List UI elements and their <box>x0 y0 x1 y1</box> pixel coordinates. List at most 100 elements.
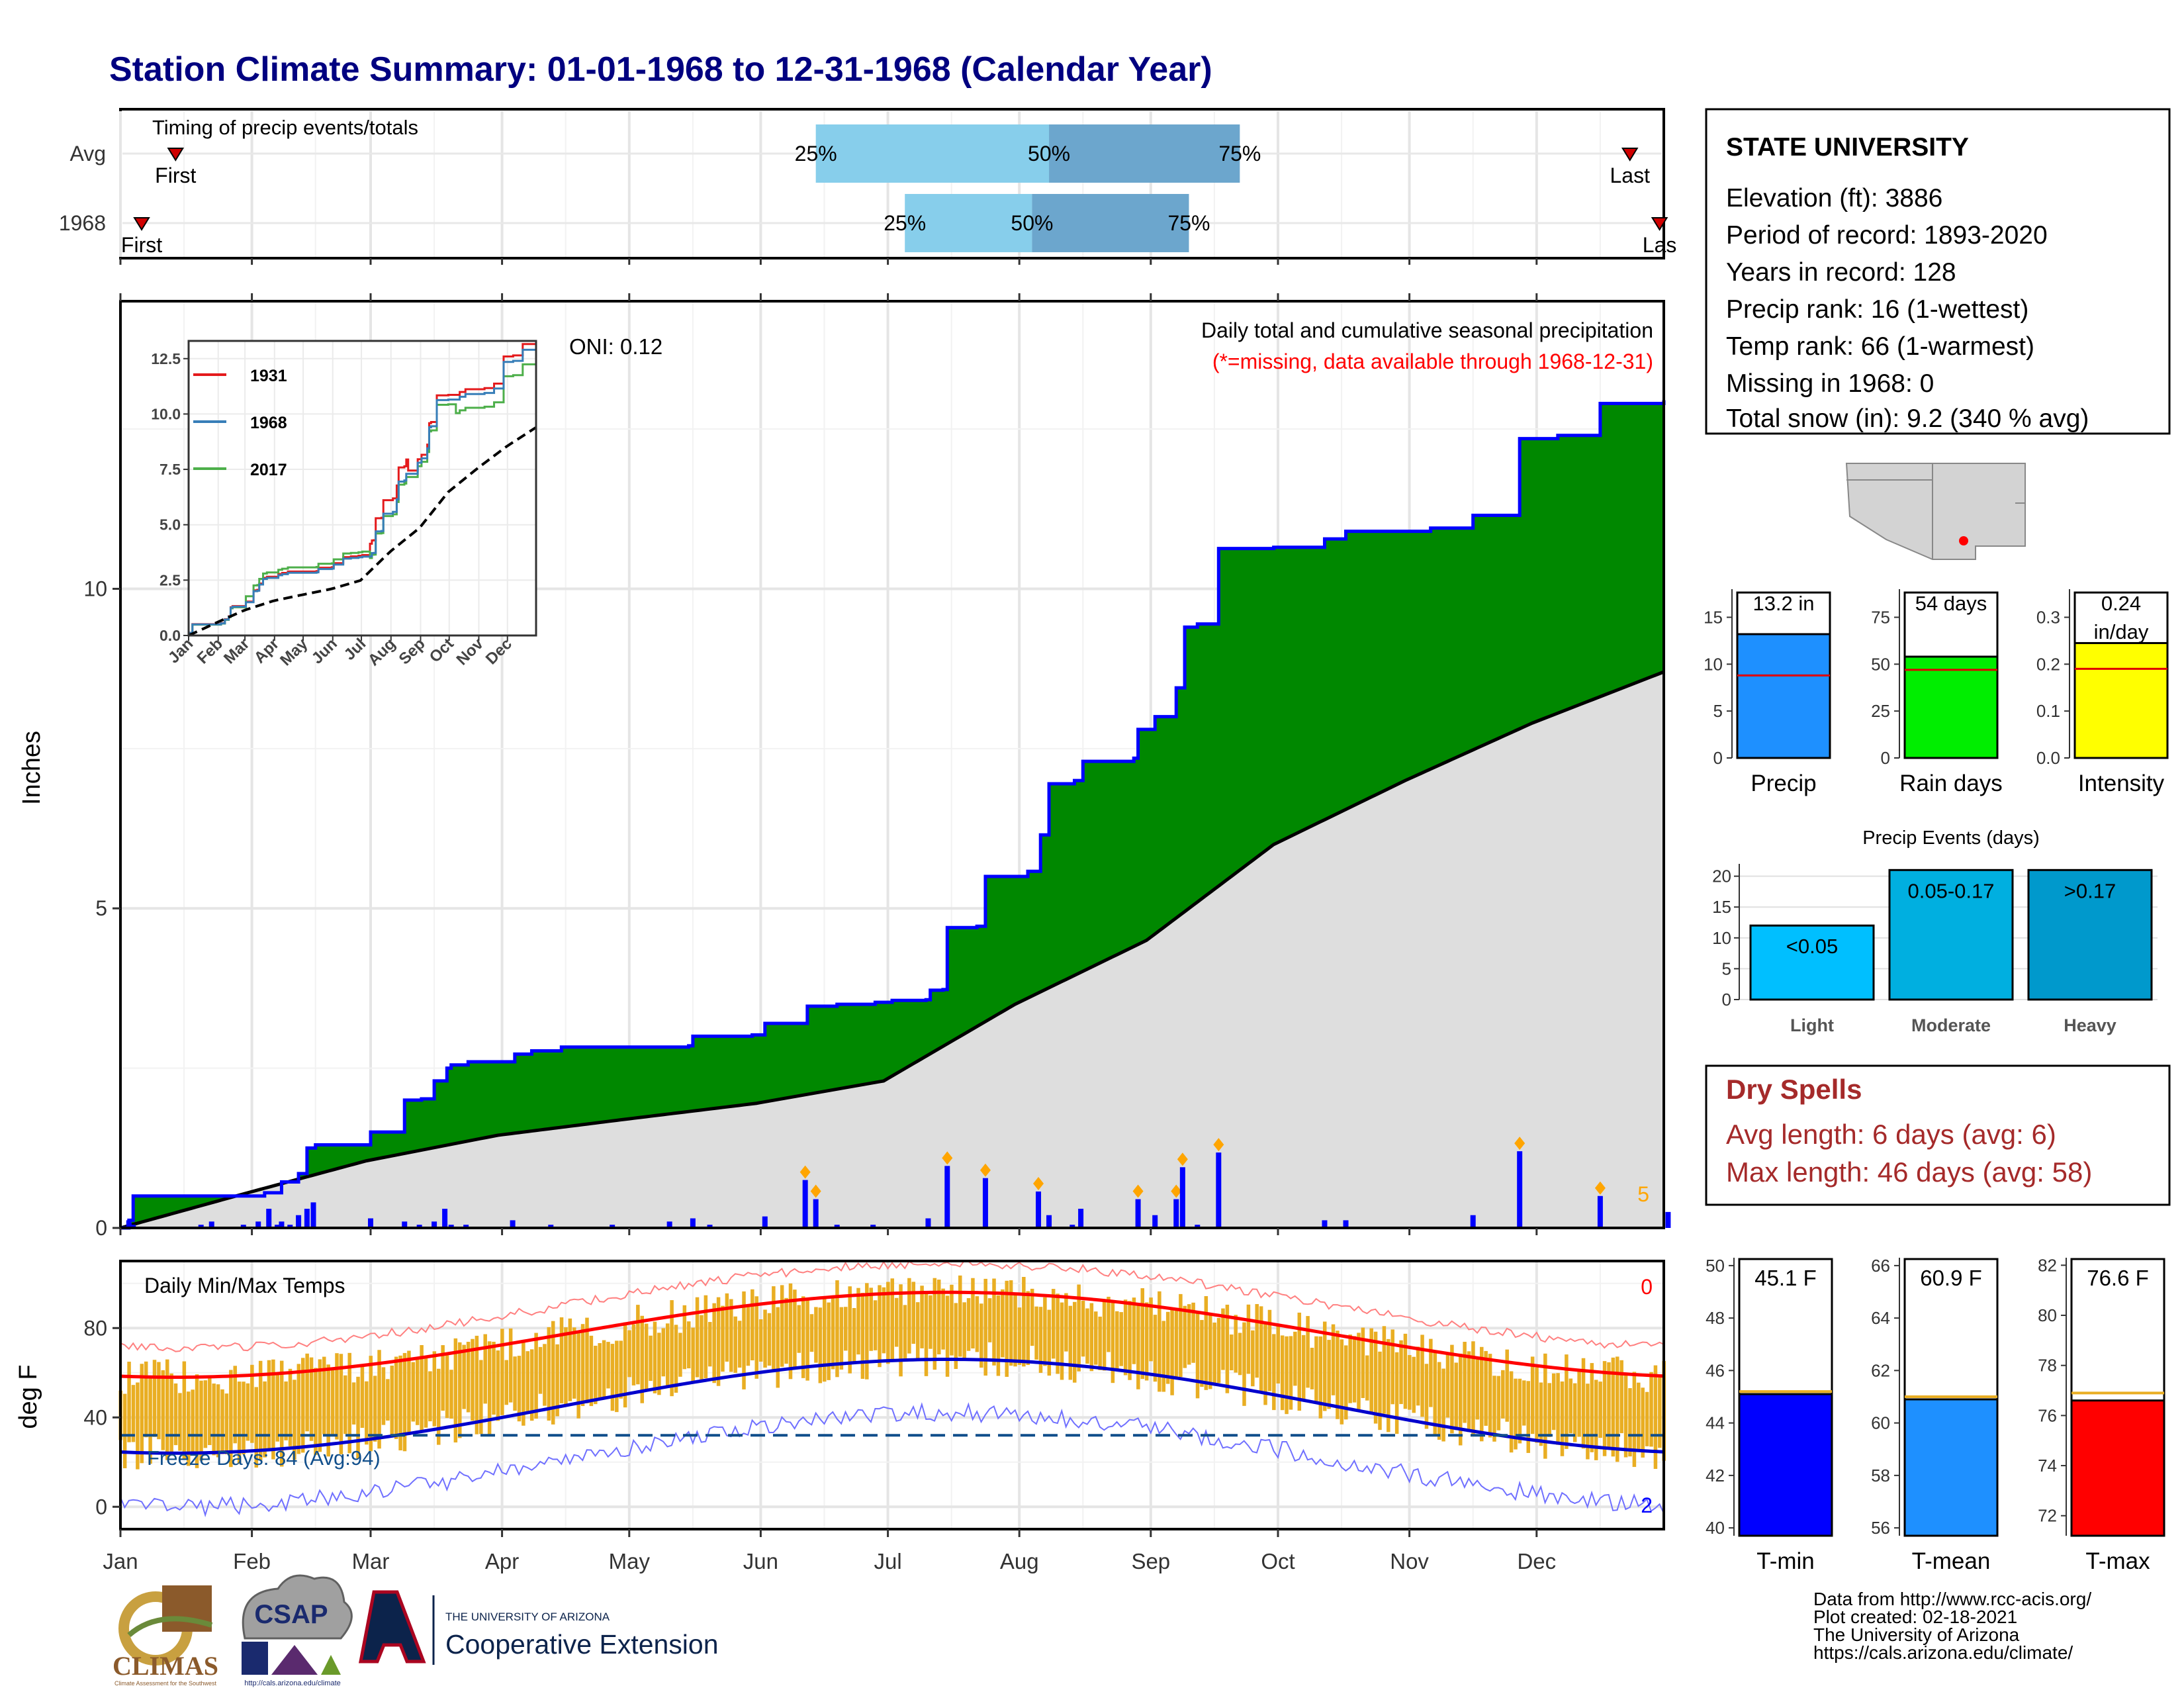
daily-temp-bar <box>500 1329 504 1415</box>
timing-bar-q2-q3 <box>1032 194 1189 252</box>
timing-bar-q2-q3 <box>1049 124 1240 183</box>
climas-logo: CLIMAS Climate Assessment for the Southw… <box>113 1585 218 1687</box>
daily-temp-bar <box>958 1275 962 1357</box>
legend-label-1931: 1931 <box>250 367 287 385</box>
page-title: Station Climate Summary: 01-01-1968 to 1… <box>109 50 1212 89</box>
daily-temp-bar <box>1518 1378 1522 1444</box>
daily-temp-bar <box>169 1373 173 1454</box>
daily-temp-bar <box>224 1393 229 1454</box>
daily-temp-bar <box>300 1358 305 1453</box>
daily-temp-bar <box>390 1365 394 1435</box>
daily-temp-bar <box>619 1340 623 1399</box>
cumulative-precip-line <box>120 400 1666 1230</box>
daily-temp-bar <box>920 1286 924 1348</box>
tsummary-y-tick-label: 48 <box>1706 1308 1725 1328</box>
precip-y-tick-label: 0 <box>95 1216 107 1240</box>
daily-temp-bar <box>529 1349 534 1421</box>
ua-a-mark <box>358 1590 426 1664</box>
daily-temp-bar <box>254 1387 259 1468</box>
climas-logo-swoosh <box>127 1616 213 1638</box>
precip-panel-subtitle: (*=missing, data available through 1968-… <box>1212 350 1653 373</box>
dry-spells-frame <box>1705 1064 2171 1206</box>
last-event-marker <box>1621 148 1639 162</box>
daily-temp-bar <box>708 1322 712 1367</box>
daily-temp-bar <box>1200 1320 1204 1387</box>
daily-temp-bar <box>1480 1346 1484 1442</box>
inset-line-2017 <box>189 363 537 637</box>
daily-temp-bar <box>1251 1330 1255 1387</box>
daily-temp-bar <box>398 1355 402 1451</box>
daily-temp-bar <box>1539 1382 1543 1446</box>
daily-temp-bar <box>148 1376 152 1464</box>
daily-temp-bar <box>1293 1331 1297 1386</box>
daily-precip-bar <box>463 1225 469 1228</box>
credit-line-4: https://cals.arizona.edu/climate/ <box>1813 1642 2073 1663</box>
timing-q50-label: 50% <box>1011 211 1053 235</box>
ua-big-text: Cooperative Extension <box>445 1629 719 1660</box>
daily-temp-bar <box>492 1341 496 1415</box>
daily-temp-bar <box>216 1384 220 1458</box>
timing-bar-q1-q2 <box>905 194 1032 252</box>
precip-panel: 0 5 10 Inches Daily total and cumulative s… <box>18 300 1671 1240</box>
daily-temp-bar <box>279 1360 284 1467</box>
daily-temp-bar <box>712 1303 716 1383</box>
daily-temp-bar <box>793 1289 797 1370</box>
month-tick-label-may: May <box>609 1549 651 1573</box>
daily-temp-bar <box>275 1373 280 1442</box>
daily-temp-bar <box>941 1288 945 1350</box>
tsummary-value-label: 60.9 F <box>1920 1266 1982 1290</box>
timing-quartile-labels: 25% 50% 75% First Last 25% 50% 75% First Las <box>121 142 1676 257</box>
events-x-label: Light <box>1790 1015 1834 1035</box>
daily-temp-bar <box>1187 1304 1191 1365</box>
daily-temp-bar <box>1183 1305 1187 1368</box>
heavy-precip-marker <box>1213 1138 1224 1152</box>
daily-temp-bar <box>343 1375 347 1434</box>
daily-temp-bar <box>801 1296 805 1378</box>
daily-precip-bar <box>802 1180 808 1228</box>
daily-temp-bar <box>377 1350 381 1449</box>
summary-y-tick-label: 0.0 <box>2036 748 2060 768</box>
daily-temp-bar <box>551 1321 555 1425</box>
daily-temp-bar <box>852 1307 856 1364</box>
daily-temp-bar <box>220 1389 224 1454</box>
daily-temp-bar <box>936 1280 941 1354</box>
daily-temp-bar <box>318 1359 322 1452</box>
station-info-box: STATE UNIVERSITY Elevation (ft): 3886 Pe… <box>1705 108 2171 435</box>
dry-spells-avg: Avg length: 6 days (avg: 6) <box>1726 1119 2056 1150</box>
daily-temp-bar <box>1649 1372 1653 1447</box>
temp-panel-frame <box>119 1260 1665 1530</box>
daily-temp-bar <box>1645 1391 1649 1446</box>
daily-temp-bar <box>1140 1288 1144 1380</box>
daily-precip-bar <box>1036 1191 1042 1228</box>
daily-temp-bar <box>1158 1291 1161 1392</box>
daily-temp-bar <box>1234 1315 1238 1373</box>
station-location-marker <box>1959 536 1968 545</box>
summary-y-tick-label: 10 <box>1704 654 1723 674</box>
daily-temp-bar <box>191 1389 195 1456</box>
daily-temp-bar <box>1399 1340 1403 1405</box>
daily-temp-bar <box>322 1356 326 1434</box>
events-y-tick-label: 15 <box>1712 897 1731 917</box>
daily-temp-bar <box>1340 1339 1344 1425</box>
daily-temp-bar <box>1098 1316 1102 1370</box>
tsummary-y-tick-label: 82 <box>2038 1255 2057 1275</box>
daily-precip-bar <box>944 1166 950 1228</box>
timing-q50-label: 50% <box>1028 142 1070 165</box>
daily-temp-bar <box>1111 1301 1115 1383</box>
daily-temp-bar <box>670 1300 674 1397</box>
daily-temp-bar <box>1297 1312 1302 1411</box>
station-line-years: Years in record: 128 <box>1726 258 1956 287</box>
temp-bottom-right-count: 2 <box>1641 1493 1653 1517</box>
daily-temp-bar <box>886 1282 890 1364</box>
tsummary-y-tick-label: 64 <box>1871 1308 1890 1328</box>
daily-temp-bar <box>441 1345 445 1411</box>
daily-temp-bar <box>1445 1354 1450 1418</box>
daily-precip-bar <box>304 1209 310 1228</box>
tsummary-value-bar <box>2070 1399 2165 1537</box>
daily-temp-bar <box>1212 1322 1216 1385</box>
events-bar-label: 0.05-0.17 <box>1908 879 1995 902</box>
daily-temp-bar <box>954 1303 958 1370</box>
daily-temp-bar <box>615 1340 619 1413</box>
daily-temp-bar <box>195 1374 199 1468</box>
daily-temp-bar <box>860 1293 865 1379</box>
